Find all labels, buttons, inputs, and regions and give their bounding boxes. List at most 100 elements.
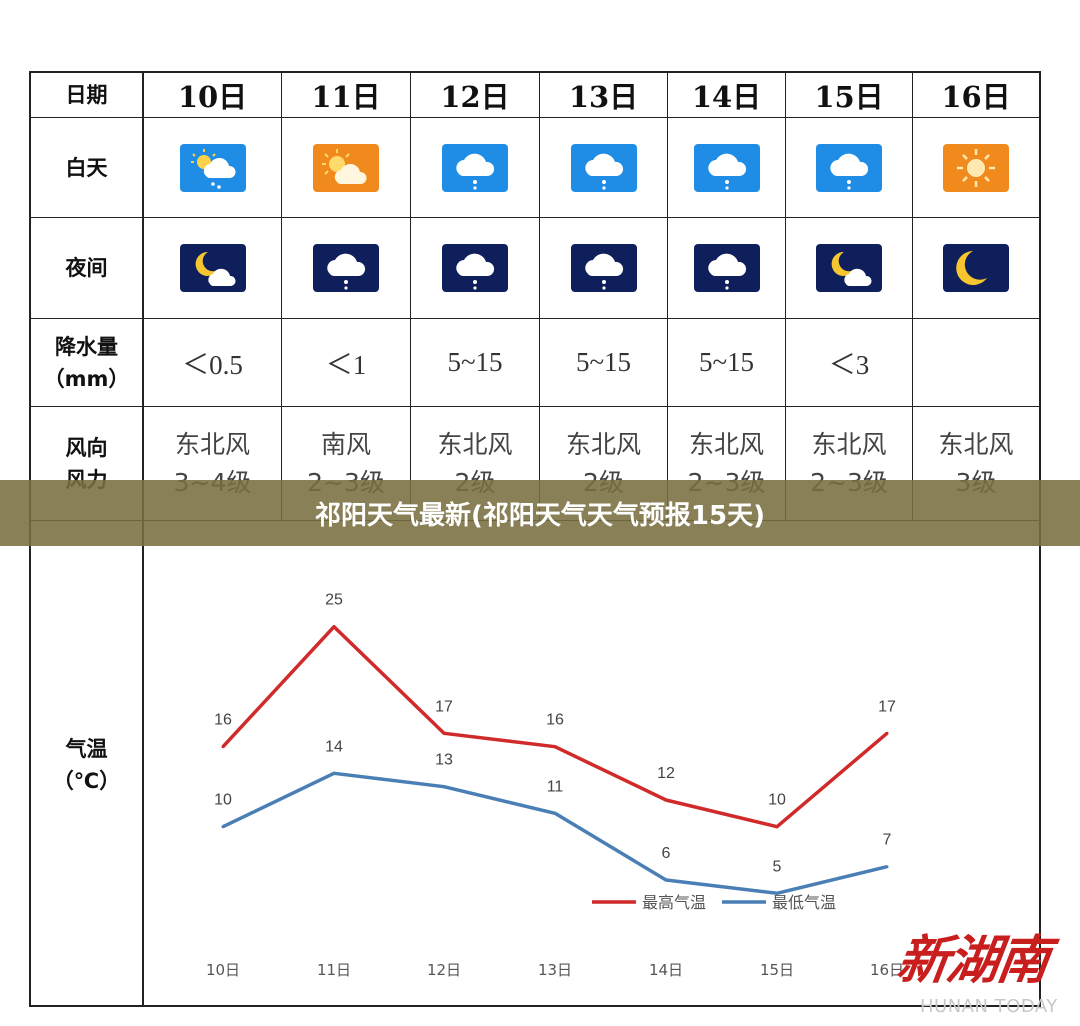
watermark-cn: 新湖南 — [893, 930, 1052, 991]
data-label: 6 — [662, 845, 671, 862]
data-label: 10 — [768, 792, 786, 809]
night-weather-cell — [913, 218, 1039, 318]
day-weather-cell — [144, 118, 281, 217]
wind-direction: 东北风 — [174, 429, 250, 459]
data-point — [332, 771, 336, 775]
date-header: 16日 — [913, 73, 1039, 117]
date-header-text: 10日 — [177, 80, 248, 114]
table-border-top — [29, 71, 1041, 73]
night-weather-cell — [668, 218, 785, 318]
table-col-divider — [410, 71, 411, 520]
date-header: 15日 — [786, 73, 912, 117]
data-point — [664, 798, 668, 802]
row-label-date-text: 日期 — [65, 83, 108, 107]
row-label-night: 夜间 — [31, 218, 142, 318]
date-header-text: 13日 — [568, 80, 639, 114]
precip-value: 5~15 — [447, 347, 503, 377]
moon-cloud-icon — [179, 244, 246, 292]
table-col-divider — [912, 71, 913, 520]
precip-cell: 5~15 — [411, 319, 539, 406]
moon-cloud-icon — [816, 244, 882, 292]
wind-direction: 东北风 — [437, 429, 513, 459]
table-col-divider — [667, 71, 668, 520]
row-label-temp-line1: 气温 — [65, 737, 108, 761]
row-label-date: 日期 — [31, 73, 142, 117]
data-label: 14 — [325, 738, 343, 755]
banner-title: 祁阳天气最新(祁阳天气天气预报15天) — [315, 500, 765, 531]
x-tick-label: 16日 — [870, 961, 904, 979]
data-point — [885, 865, 889, 869]
date-header-text: 14日 — [691, 80, 762, 114]
wind-direction: 东北风 — [811, 429, 887, 459]
table-row-divider — [29, 217, 1041, 218]
date-header-text: 15日 — [814, 80, 884, 114]
legend-label: 最低气温 — [772, 893, 836, 912]
row-label-precip: 降水量 （mm） — [31, 319, 142, 406]
precip-cell: ＜3 — [786, 319, 912, 406]
data-point — [553, 811, 557, 815]
night-weather-cell — [144, 218, 281, 318]
date-header: 14日 — [668, 73, 785, 117]
day-weather-cell — [668, 118, 785, 217]
data-label: 10 — [214, 792, 232, 809]
partly-cloudy-rain-icon — [179, 143, 246, 192]
table-col-divider — [539, 71, 540, 520]
precip-value: 5~15 — [575, 347, 632, 377]
date-header-text: 11日 — [311, 80, 381, 114]
hunan-today-logo: 新湖南 HUNAN TODAY — [893, 918, 1078, 1026]
cloud-rain-icon — [570, 244, 637, 292]
date-header: 13日 — [540, 73, 667, 117]
data-point — [442, 731, 446, 735]
day-weather-cell — [540, 118, 667, 217]
row-label-precip-line2: （mm） — [43, 366, 130, 391]
day-weather-cell — [913, 118, 1039, 217]
data-label: 17 — [435, 698, 453, 715]
cloud-rain-icon — [442, 244, 508, 292]
x-tick-label: 14日 — [649, 961, 683, 979]
night-weather-cell — [282, 218, 410, 318]
moon-icon — [943, 244, 1009, 292]
x-tick-label: 15日 — [760, 961, 794, 979]
precip-cell: 5~15 — [540, 319, 667, 406]
wind-direction: 东北风 — [565, 429, 641, 459]
table-col-divider — [281, 71, 282, 520]
row-label-temp: 气温 （℃） — [31, 720, 142, 810]
table-row-divider — [29, 406, 1041, 407]
precip-value: 5~15 — [698, 347, 755, 377]
cloud-rain-icon — [816, 143, 882, 192]
night-weather-cell — [540, 218, 667, 318]
row-label-wind-line1: 风向 — [65, 435, 108, 460]
x-tick-label: 11日 — [317, 961, 351, 979]
data-point — [553, 745, 557, 749]
date-header: 10日 — [144, 73, 281, 117]
date-header: 12日 — [411, 73, 539, 117]
precip-value: ＜0.5 — [182, 350, 243, 380]
day-weather-cell — [282, 118, 410, 217]
data-label: 16 — [546, 712, 564, 729]
data-point — [332, 625, 336, 629]
data-label: 5 — [773, 858, 782, 875]
date-header: 11日 — [282, 73, 410, 117]
table-row-divider — [29, 318, 1041, 319]
day-weather-cell — [786, 118, 912, 217]
date-header-text: 12日 — [440, 80, 510, 114]
cloud-rain-icon — [693, 244, 760, 292]
wind-direction: 东北风 — [938, 429, 1014, 459]
data-point — [775, 891, 779, 895]
x-tick-label: 10日 — [206, 961, 240, 979]
data-label: 16 — [214, 712, 232, 729]
precip-cell: ＜0.5 — [144, 319, 281, 406]
data-label: 13 — [435, 752, 453, 769]
title-banner: 祁阳天气最新(祁阳天气天气预报15天) — [0, 480, 1080, 546]
table-col-divider — [785, 71, 786, 520]
data-point — [885, 731, 889, 735]
row-label-day: 白天 — [31, 118, 142, 217]
night-weather-cell — [786, 218, 912, 318]
date-header-text: 16日 — [941, 80, 1011, 114]
day-weather-cell — [411, 118, 539, 217]
data-point — [775, 825, 779, 829]
cloud-rain-icon — [693, 143, 760, 192]
wind-direction: 南风 — [320, 429, 371, 459]
data-point — [664, 878, 668, 882]
